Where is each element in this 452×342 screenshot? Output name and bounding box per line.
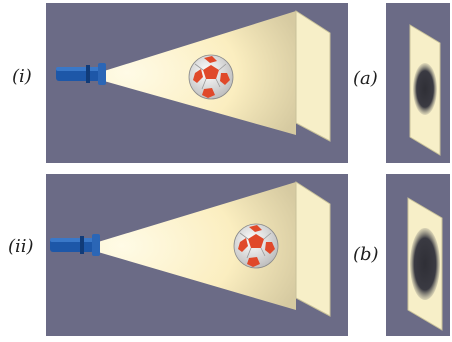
shadow-panel-a (386, 3, 450, 163)
torch-i (56, 63, 106, 85)
label-shadow-b: (b) (353, 244, 379, 265)
screen-i (295, 10, 331, 142)
light-beam-ii (98, 182, 296, 310)
ball-ii (233, 223, 279, 269)
label-setup-i: (i) (12, 66, 32, 87)
shadow-a (413, 63, 437, 115)
shadow-panel-b (386, 174, 450, 336)
shadow-b (410, 228, 440, 300)
label-shadow-a: (a) (353, 68, 378, 89)
scene-i-panel (46, 3, 348, 163)
ball-i (188, 54, 234, 100)
torch-ii (50, 234, 100, 256)
scene-ii-panel (46, 174, 348, 336)
label-setup-ii: (ii) (8, 236, 34, 257)
screen-ii (295, 181, 331, 317)
